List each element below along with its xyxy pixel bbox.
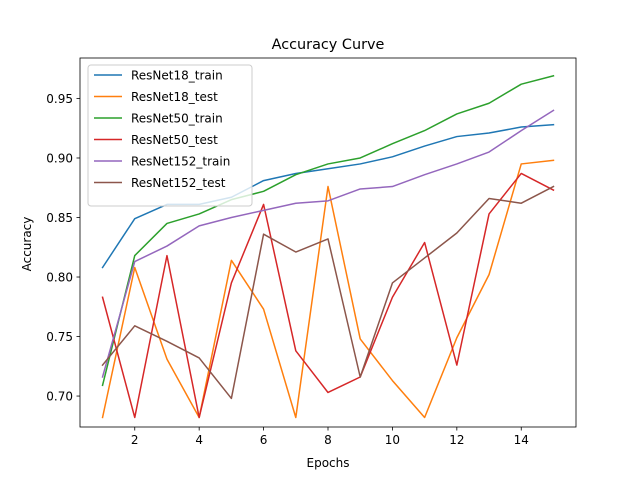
y-tick-label: 0.75 bbox=[46, 330, 73, 344]
x-tick-label: 4 bbox=[195, 433, 203, 447]
chart-title: Accuracy Curve bbox=[272, 37, 385, 53]
legend-label-ResNet152_train: ResNet152_train bbox=[131, 154, 230, 168]
legend-box bbox=[87, 64, 253, 207]
x-tick-label: 12 bbox=[449, 433, 464, 447]
legend-label-ResNet18_test: ResNet18_test bbox=[131, 90, 218, 104]
x-axis-label: Epochs bbox=[307, 456, 350, 470]
y-tick-label: 0.95 bbox=[46, 92, 73, 106]
series-line-ResNet50_train bbox=[101, 74, 555, 387]
plot-area: 2 4 6 8 10 12 14 0.70 0.75 0.80 0.85 0.90 0.95 bbox=[46, 57, 577, 447]
series-line-ResNet152_test bbox=[101, 185, 555, 400]
y-tick-label: 0.80 bbox=[46, 270, 73, 284]
series-line-ResNet18_test bbox=[101, 159, 555, 419]
legend-label-ResNet50_train: ResNet50_train bbox=[131, 111, 223, 125]
x-tick-label: 8 bbox=[324, 433, 332, 447]
x-tick-label: 14 bbox=[514, 433, 529, 447]
y-tick-label: 0.85 bbox=[46, 211, 73, 225]
x-tick-label: 10 bbox=[385, 433, 400, 447]
legend-label-ResNet50_test: ResNet50_test bbox=[131, 133, 218, 147]
legend: ResNet18_train ResNet18_test ResNet50_trai… bbox=[87, 64, 253, 207]
y-axis-label: Accuracy bbox=[20, 217, 34, 272]
y-tick-label: 0.70 bbox=[46, 389, 73, 403]
x-tick-label: 6 bbox=[260, 433, 268, 447]
series-line-ResNet152_train bbox=[101, 109, 555, 378]
series-line-ResNet50_test bbox=[101, 172, 555, 419]
y-tick-label: 0.90 bbox=[46, 151, 73, 165]
legend-label-ResNet18_train: ResNet18_train bbox=[131, 68, 223, 82]
legend-label-ResNet152_test: ResNet152_test bbox=[131, 176, 226, 190]
x-tick-label: 2 bbox=[131, 433, 139, 447]
